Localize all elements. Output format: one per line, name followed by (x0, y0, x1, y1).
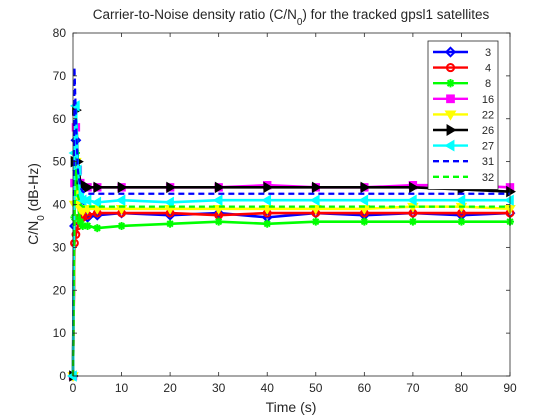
series-point-8 (166, 220, 174, 228)
x-tick-label: 50 (309, 381, 323, 395)
chart-title-tail: ) for the tracked gpsl1 satellites (302, 7, 489, 22)
x-axis-label: Time (s) (266, 399, 317, 415)
legend-label-32: 32 (482, 172, 494, 184)
y-axis-label-tail: (dB-Hz) (25, 163, 41, 215)
chart-title-main: Carrier-to-Noise density ratio (C/N (93, 7, 297, 22)
x-tick-label: 70 (406, 381, 420, 395)
y-tick-label: 70 (53, 69, 67, 83)
y-tick-label: 80 (53, 26, 67, 40)
legend-label-26: 26 (482, 125, 494, 137)
legend-label-22: 22 (482, 109, 494, 121)
y-tick-label: 60 (53, 112, 67, 126)
x-tick-label: 10 (115, 381, 129, 395)
y-tick-label: 10 (53, 326, 67, 340)
x-tick-label: 20 (163, 381, 177, 395)
y-tick-label: 40 (53, 198, 67, 212)
legend-label-8: 8 (485, 78, 491, 90)
legend-marker-8 (446, 79, 454, 87)
legend-label-27: 27 (482, 141, 494, 153)
legend-marker-16 (447, 95, 454, 102)
x-tick-label: 90 (503, 381, 517, 395)
legend: 3 4 8 16 22 26 27 31 32 (428, 41, 498, 189)
legend-label-31: 31 (482, 156, 494, 168)
y-tick-label: 20 (53, 283, 67, 297)
y-tick-label: 30 (53, 240, 67, 254)
y-tick-label: 0 (59, 369, 66, 383)
series-point-8 (263, 220, 271, 228)
y-axis-label-main: C/N (25, 221, 41, 245)
legend-label-4: 4 (485, 63, 491, 75)
x-tick-label: 60 (358, 381, 372, 395)
legend-label-3: 3 (485, 47, 491, 59)
legend-label-16: 16 (482, 94, 494, 106)
x-tick-label: 40 (261, 381, 275, 395)
x-tick-label: 30 (212, 381, 226, 395)
x-tick-label: 0 (70, 381, 77, 395)
x-tick-label: 80 (455, 381, 469, 395)
y-tick-label: 50 (53, 155, 67, 169)
